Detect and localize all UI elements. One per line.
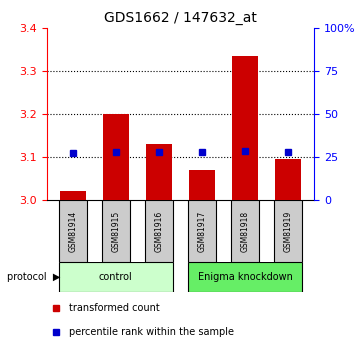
Bar [274, 200, 303, 262]
Text: GSM81917: GSM81917 [197, 210, 206, 252]
Bar [146, 144, 172, 200]
Bar [103, 114, 129, 200]
Bar [232, 56, 258, 200]
Text: GSM81919: GSM81919 [284, 210, 293, 252]
Title: GDS1662 / 147632_at: GDS1662 / 147632_at [104, 11, 257, 25]
Text: protocol  ▶: protocol ▶ [7, 272, 61, 282]
Bar [58, 200, 87, 262]
Text: GSM81916: GSM81916 [155, 210, 164, 252]
Text: percentile rank within the sample: percentile rank within the sample [69, 327, 234, 337]
Bar [188, 262, 303, 292]
Bar [145, 200, 173, 262]
Bar [60, 191, 86, 200]
Bar [275, 159, 301, 200]
Text: GSM81914: GSM81914 [68, 210, 77, 252]
Bar [189, 170, 215, 200]
Text: GSM81915: GSM81915 [112, 210, 120, 252]
Text: Enigma knockdown: Enigma knockdown [198, 272, 292, 282]
Bar [58, 262, 173, 292]
Bar [188, 200, 216, 262]
Text: GSM81918: GSM81918 [241, 210, 249, 252]
Bar [231, 200, 259, 262]
Bar [102, 200, 130, 262]
Text: transformed count: transformed count [69, 303, 160, 313]
Text: control: control [99, 272, 133, 282]
